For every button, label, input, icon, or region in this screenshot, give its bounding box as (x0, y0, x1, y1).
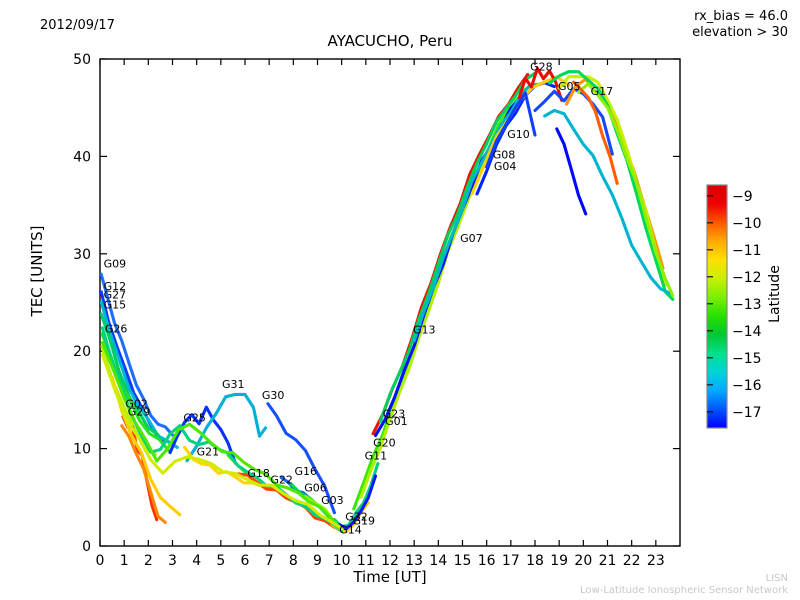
elevation-annotation: elevation > 30 (692, 25, 788, 40)
satellite-label: G16 (295, 465, 318, 478)
series-line (543, 108, 672, 295)
satellite-label: G04 (494, 160, 517, 173)
svg-text:17: 17 (502, 553, 520, 569)
series-line (266, 402, 336, 515)
series-line (337, 474, 378, 531)
series-line (100, 272, 175, 437)
svg-text:2: 2 (144, 553, 153, 569)
svg-text:7: 7 (265, 553, 274, 569)
svg-text:50: 50 (73, 52, 91, 68)
satellite-label: G09 (104, 257, 127, 270)
satellite-label: G26 (105, 323, 128, 336)
colorbar-tick-label: −14 (732, 324, 762, 340)
satellite-label: G19 (353, 515, 376, 528)
lisn-abbr: LISN (765, 573, 788, 584)
satellite-label: G01 (385, 415, 408, 428)
svg-text:16: 16 (478, 553, 496, 569)
svg-text:5: 5 (216, 553, 225, 569)
colorbar-tick-label: −12 (732, 270, 762, 286)
satellite-label: G17 (591, 85, 614, 98)
satellite-label: G21 (197, 445, 220, 458)
svg-text:18: 18 (526, 553, 544, 569)
svg-text:10: 10 (333, 553, 351, 569)
series-line (100, 300, 179, 449)
satellite-label: G13 (413, 324, 436, 337)
satellite-label: G30 (262, 389, 285, 402)
svg-text:11: 11 (357, 553, 375, 569)
svg-text:1: 1 (120, 553, 129, 569)
satellite-label: G28 (530, 61, 553, 74)
svg-text:6: 6 (241, 553, 250, 569)
series-line (572, 80, 619, 185)
svg-text:20: 20 (73, 344, 91, 360)
satellite-label: G31 (222, 378, 245, 391)
svg-text:40: 40 (73, 149, 91, 165)
satellite-label: G05 (558, 80, 581, 93)
satellite-label: G23 (383, 407, 406, 420)
satellite-label: G11 (365, 449, 388, 462)
svg-text:19: 19 (550, 553, 568, 569)
satellite-label: G06 (304, 481, 327, 494)
colorbar-tick-label: −13 (732, 297, 762, 313)
svg-text:3: 3 (168, 553, 177, 569)
colorbar-tick-label: −15 (732, 351, 762, 367)
lisn-name: Low-Latitude Ionospheric Sensor Network (580, 585, 788, 596)
svg-text:30: 30 (73, 247, 91, 263)
svg-text:10: 10 (73, 442, 91, 458)
series-line (120, 424, 167, 524)
svg-text:13: 13 (405, 553, 423, 569)
colorbar-tick-label: −10 (732, 216, 762, 232)
colorbar: −9 −10 −11 −12 −13 −14 −15 −16 −17 (706, 184, 762, 429)
series-line (185, 392, 268, 463)
svg-text:8: 8 (289, 553, 298, 569)
colorbar-tick-label: −9 (732, 189, 753, 205)
svg-text:0: 0 (82, 539, 91, 555)
series-line (576, 82, 675, 298)
series-line (100, 353, 344, 531)
rx-bias-annotation: rx_bias = 46.0 (694, 9, 788, 24)
satellite-label: G22 (270, 474, 293, 487)
satellite-label: G02 (125, 398, 148, 411)
satellite-label: G27 (104, 289, 127, 302)
svg-text:22: 22 (623, 553, 641, 569)
satellite-label: G10 (507, 128, 530, 141)
data-series-group (100, 66, 675, 534)
satellite-label: G08 (493, 148, 516, 161)
colorbar-tick-label: −11 (732, 243, 762, 259)
colorbar-tick-label: −17 (732, 405, 762, 421)
svg-text:12: 12 (381, 553, 399, 569)
satellite-label: G15 (104, 298, 127, 311)
date-label: 2012/09/17 (40, 18, 115, 33)
svg-text:14: 14 (429, 553, 447, 569)
svg-text:20: 20 (574, 553, 592, 569)
satellite-label: G18 (247, 467, 270, 480)
satellite-label: G03 (321, 494, 344, 507)
colorbar-tick-label: −16 (732, 378, 762, 394)
satellite-label: G14 (339, 523, 362, 536)
svg-text:21: 21 (599, 553, 617, 569)
page-title: AYACUCHO, Peru (327, 32, 453, 50)
svg-text:9: 9 (313, 553, 322, 569)
satellite-label: G20 (373, 437, 396, 450)
x-axis-label: Time [UT] (353, 568, 427, 586)
satellite-label: G07 (460, 232, 483, 245)
satellite-label: G29 (128, 405, 151, 418)
axes: 0 1 2 3 4 5 6 7 8 9 10 11 12 13 14 15 16 17 18 19 20 21 22 2301… (73, 52, 681, 569)
svg-text:23: 23 (647, 553, 665, 569)
series-line (378, 71, 537, 424)
svg-text:0: 0 (96, 553, 105, 569)
series-line (485, 91, 537, 169)
satellite-label: G12 (104, 280, 127, 293)
series-line (555, 127, 588, 216)
series-line (100, 341, 344, 531)
svg-text:15: 15 (454, 553, 472, 569)
satellite-label: G25 (183, 411, 206, 424)
satellite-label: G32 (345, 511, 368, 524)
svg-text:4: 4 (192, 553, 201, 569)
